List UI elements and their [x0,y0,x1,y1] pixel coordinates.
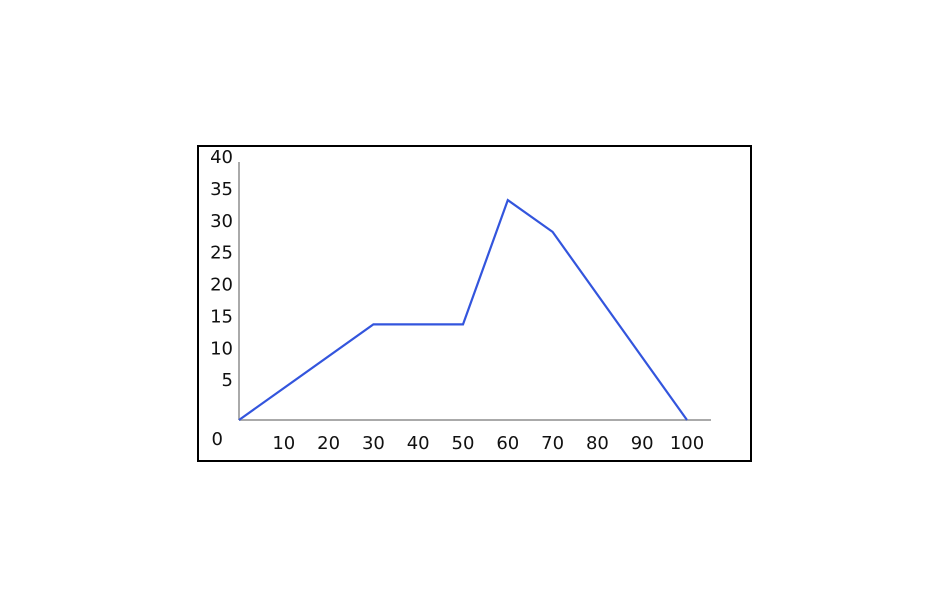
y-tick-label: 15 [210,306,233,327]
x-tick-label: 30 [362,433,385,454]
series-line [238,198,688,421]
chart-frame: 5 10 15 20 25 30 35 40 0 10 20 30 40 50 60 70 80 90 100 [197,145,752,462]
origin-tick-label: 0 [212,429,223,450]
x-tick-label: 50 [452,433,475,454]
x-tick-labels: 10 20 30 40 50 60 70 80 90 100 [272,433,704,454]
x-tick-label: 100 [670,433,704,454]
y-tick-labels: 5 10 15 20 25 30 35 40 0 [210,147,233,450]
x-tick-label: 40 [407,433,430,454]
axes [238,162,711,421]
y-tick-label: 20 [210,275,233,296]
x-tick-label: 60 [496,433,519,454]
y-tick-label: 30 [210,211,233,232]
y-tick-label: 10 [210,338,233,359]
y-tick-label: 40 [210,147,233,168]
x-tick-label: 80 [586,433,609,454]
x-tick-label: 20 [317,433,340,454]
x-tick-label: 10 [272,433,295,454]
x-tick-label: 70 [541,433,564,454]
y-tick-label: 35 [210,179,233,200]
line-chart: 5 10 15 20 25 30 35 40 0 10 20 30 40 50 60 70 80 90 100 [210,147,711,454]
y-tick-label: 25 [210,243,233,264]
series-group [238,198,688,421]
y-tick-label: 5 [222,370,233,391]
x-tick-label: 90 [631,433,654,454]
